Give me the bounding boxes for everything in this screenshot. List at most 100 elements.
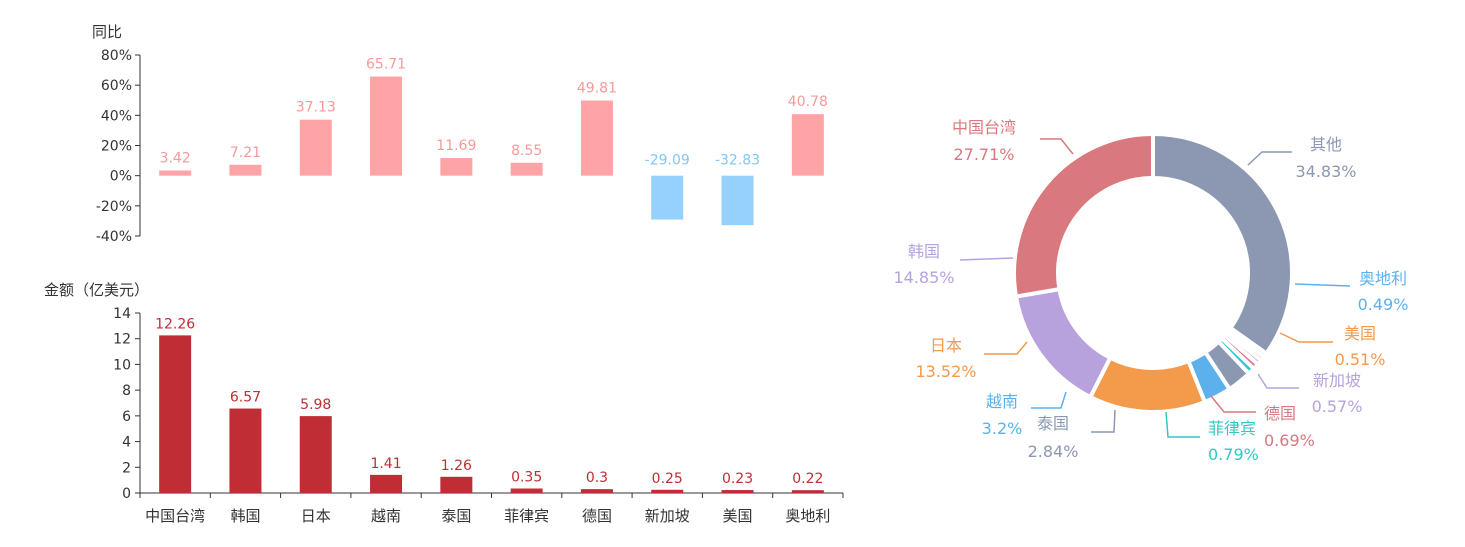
amount-bar [370, 474, 403, 493]
yoy-bar-chart: 同比 80% 60% 40% 20% 0% -20% -40% 3.42 7.21 37.13 65… [92, 23, 828, 245]
amount-data-label: 0.25 [652, 471, 683, 487]
amount-bar [229, 408, 262, 493]
donut-leader-line [959, 257, 1014, 261]
amount-bar [651, 489, 684, 493]
category-label: 德国 [582, 507, 612, 525]
amount-bar [510, 488, 543, 493]
category-label: 越南 [371, 507, 401, 525]
yoy-data-label: 11.69 [436, 138, 476, 154]
donut-slice-percent: 2.84% [1028, 442, 1079, 461]
amount-data-label: 0.22 [792, 471, 823, 487]
amount-bar-chart: 金额（亿美元） 14 12 10 8 6 4 2 0 12.26 中国台湾 6.57 韩国 5.98 日本… [44, 281, 844, 525]
category-label: 中国台湾 [145, 507, 205, 525]
yoy-y-tick-label: 80% [101, 48, 132, 64]
donut-slice-name: 新加坡 [1313, 371, 1361, 390]
amount-data-label: 12.26 [155, 316, 195, 332]
donut-leader-line [1257, 373, 1299, 389]
amount-bar [440, 476, 473, 493]
yoy-bar [299, 119, 332, 176]
amount-data-label: 6.57 [230, 390, 261, 406]
donut-leader-line [1247, 151, 1292, 166]
donut-slice-name: 日本 [930, 336, 962, 355]
donut-leader-line [1040, 138, 1074, 155]
amount-y-tick-label: 4 [122, 435, 131, 451]
yoy-bar [159, 170, 192, 176]
donut-slice-percent: 0.57% [1312, 397, 1363, 416]
donut-slice-percent: 34.83% [1295, 162, 1356, 181]
donut-slice-name: 其他 [1310, 135, 1342, 154]
yoy-y-tick-label: -20% [96, 199, 132, 215]
amount-bar [159, 335, 192, 493]
amount-y-tick-label: 10 [113, 357, 131, 373]
amount-y-tick-label: 0 [122, 486, 131, 502]
amount-y-tick-label: 8 [122, 383, 131, 399]
donut-leader-line [1165, 411, 1200, 438]
donut-slice-percent: 13.52% [915, 362, 976, 381]
donut-leader-line [984, 341, 1028, 355]
amount-bar [580, 489, 613, 493]
donut-leader-line [1091, 409, 1116, 433]
amount-bar [791, 490, 824, 493]
donut-slice-name: 韩国 [908, 242, 940, 261]
donut-slice [1151, 132, 1294, 356]
yoy-y-tick-label: 40% [101, 108, 132, 124]
donut-slice-name: 中国台湾 [952, 118, 1016, 137]
donut-slice-percent: 14.85% [893, 268, 954, 287]
donut-leader-line [1210, 395, 1256, 413]
yoy-data-label: 49.81 [577, 81, 617, 97]
share-donut-chart: 其他 34.83% 奥地利 0.49% 美国 0.51% 新加坡 0.57% 德国 0.69% 菲律… [893, 118, 1408, 464]
amount-y-tick-label: 6 [122, 409, 131, 425]
donut-leader-line [1294, 283, 1351, 287]
yoy-bar [721, 175, 754, 226]
yoy-y-tick-label: 0% [110, 169, 132, 185]
donut-slice-percent: 27.71% [953, 145, 1014, 164]
yoy-data-label: 3.42 [160, 151, 191, 167]
donut-slice-percent: 3.2% [982, 419, 1023, 438]
category-label: 日本 [301, 507, 331, 525]
yoy-data-label: -29.09 [645, 153, 690, 169]
donut-slice [1014, 287, 1113, 400]
donut-slice-name: 越南 [986, 392, 1018, 411]
category-label: 泰国 [441, 507, 471, 525]
amount-data-label: 1.41 [370, 456, 401, 472]
category-label: 奥地利 [785, 507, 830, 525]
donut-slice-percent: 0.69% [1264, 431, 1315, 450]
category-label: 韩国 [230, 507, 260, 525]
yoy-bar [580, 100, 613, 176]
amount-data-label: 0.23 [722, 471, 753, 487]
donut-slice [1012, 132, 1155, 299]
donut-leader-line [1031, 391, 1067, 409]
donut-slice-name: 德国 [1264, 404, 1296, 423]
yoy-y-tick-label: 20% [101, 139, 132, 155]
yoy-data-label: 65.71 [366, 57, 406, 73]
yoy-bar [510, 162, 543, 176]
donut-slice-name: 奥地利 [1359, 269, 1407, 288]
amount-y-tick-label: 14 [113, 306, 131, 322]
category-label: 新加坡 [645, 507, 690, 525]
donut-slice-name: 美国 [1344, 324, 1376, 343]
donut-slice-percent: 0.79% [1208, 445, 1259, 464]
yoy-data-label: 8.55 [511, 143, 542, 159]
amount-axis-title: 金额（亿美元） [44, 281, 149, 299]
yoy-data-label: 37.13 [296, 100, 336, 116]
yoy-bar [791, 114, 824, 176]
donut-slice-percent: 0.49% [1358, 295, 1409, 314]
amount-data-label: 1.26 [441, 458, 472, 474]
yoy-data-label: 7.21 [230, 145, 261, 161]
yoy-bar [229, 164, 262, 176]
yoy-y-tick-label: -40% [96, 229, 132, 245]
amount-bar [299, 416, 332, 493]
yoy-y-tick-label: 60% [101, 78, 132, 94]
yoy-bar [440, 158, 473, 176]
amount-bar [721, 490, 754, 493]
amount-y-tick-label: 2 [122, 460, 131, 476]
amount-y-tick-label: 12 [113, 332, 131, 348]
amount-data-label: 0.35 [511, 470, 542, 486]
donut-slice-percent: 0.51% [1335, 350, 1386, 369]
yoy-data-label: -32.83 [715, 153, 760, 169]
amount-data-label: 0.3 [586, 470, 608, 486]
yoy-data-label: 40.78 [788, 94, 828, 110]
donut-leader-line [1279, 332, 1333, 343]
donut-slice-name: 菲律宾 [1208, 419, 1256, 438]
